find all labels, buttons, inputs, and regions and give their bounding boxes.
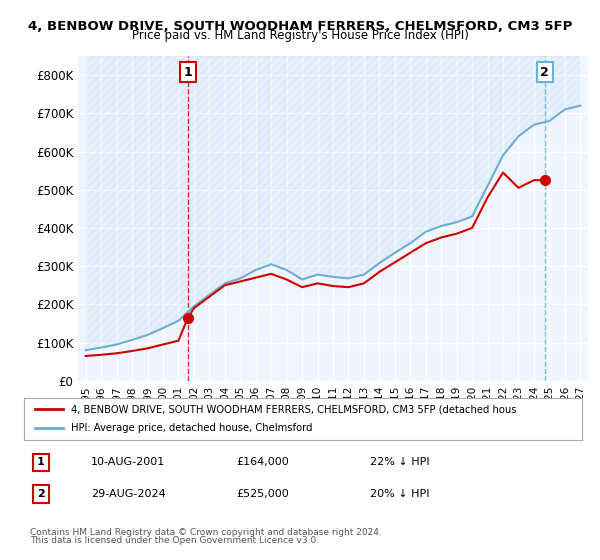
Text: Price paid vs. HM Land Registry's House Price Index (HPI): Price paid vs. HM Land Registry's House …	[131, 29, 469, 42]
Text: HPI: Average price, detached house, Chelmsford: HPI: Average price, detached house, Chel…	[71, 423, 313, 433]
Text: 2: 2	[541, 66, 549, 79]
Text: 10-AUG-2001: 10-AUG-2001	[91, 458, 165, 468]
Text: £525,000: £525,000	[236, 489, 289, 499]
Text: 29-AUG-2024: 29-AUG-2024	[91, 489, 166, 499]
Text: 20% ↓ HPI: 20% ↓ HPI	[370, 489, 430, 499]
Text: 2: 2	[37, 489, 44, 499]
Text: 22% ↓ HPI: 22% ↓ HPI	[370, 458, 430, 468]
Text: 1: 1	[37, 458, 44, 468]
Text: 4, BENBOW DRIVE, SOUTH WOODHAM FERRERS, CHELMSFORD, CM3 5FP: 4, BENBOW DRIVE, SOUTH WOODHAM FERRERS, …	[28, 20, 572, 32]
Text: £164,000: £164,000	[236, 458, 289, 468]
Text: Contains HM Land Registry data © Crown copyright and database right 2024.: Contains HM Land Registry data © Crown c…	[30, 528, 382, 536]
Text: 1: 1	[184, 66, 192, 79]
Text: 4, BENBOW DRIVE, SOUTH WOODHAM FERRERS, CHELMSFORD, CM3 5FP (detached hous: 4, BENBOW DRIVE, SOUTH WOODHAM FERRERS, …	[71, 404, 517, 414]
Text: This data is licensed under the Open Government Licence v3.0.: This data is licensed under the Open Gov…	[30, 536, 319, 545]
